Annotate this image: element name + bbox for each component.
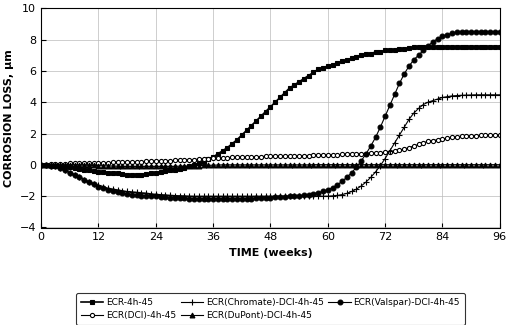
ECR(Chromate)-DCI-4h-45 bbox=[157, 193, 164, 197]
Line: ECR(Valspar)-DCI-4h-45: ECR(Valspar)-DCI-4h-45 bbox=[39, 29, 502, 201]
ECR(DCI)-4h-45 bbox=[157, 159, 164, 163]
ECR(Chromate)-DCI-4h-45 bbox=[38, 163, 44, 167]
ECR(Valspar)-DCI-4h-45 bbox=[272, 195, 278, 199]
Line: ECR(Chromate)-DCI-4h-45: ECR(Chromate)-DCI-4h-45 bbox=[38, 92, 502, 199]
ECR(DuPont)-DCI-4h-45 bbox=[57, 163, 63, 167]
ECR(DuPont)-DCI-4h-45 bbox=[167, 164, 173, 168]
ECR(Chromate)-DCI-4h-45 bbox=[473, 93, 479, 97]
ECR(Valspar)-DCI-4h-45 bbox=[52, 164, 58, 168]
ECR(Valspar)-DCI-4h-45 bbox=[306, 193, 312, 197]
ECR(Chromate)-DCI-4h-45 bbox=[397, 133, 403, 137]
ECR(DuPont)-DCI-4h-45 bbox=[119, 164, 125, 168]
ECR(Chromate)-DCI-4h-45 bbox=[306, 194, 312, 198]
ECR(Chromate)-DCI-4h-45 bbox=[52, 164, 58, 168]
ECR(DCI)-4h-45 bbox=[52, 162, 58, 166]
ECR(Chromate)-DCI-4h-45 bbox=[72, 173, 78, 177]
ECR(Valspar)-DCI-4h-45 bbox=[72, 173, 78, 177]
ECR-4h-45 bbox=[162, 169, 169, 173]
Y-axis label: CORROSION LOSS, µm: CORROSION LOSS, µm bbox=[4, 49, 14, 187]
ECR(Chromate)-DCI-4h-45 bbox=[497, 93, 503, 97]
ECR(DuPont)-DCI-4h-45 bbox=[310, 163, 316, 167]
ECR-4h-45 bbox=[272, 100, 278, 104]
ECR(Valspar)-DCI-4h-45 bbox=[186, 197, 192, 201]
ECR(DCI)-4h-45 bbox=[38, 163, 44, 167]
ECR-4h-45 bbox=[306, 73, 312, 77]
ECR(Valspar)-DCI-4h-45 bbox=[397, 82, 403, 85]
ECR-4h-45 bbox=[497, 46, 503, 49]
ECR-4h-45 bbox=[124, 173, 130, 176]
ECR(Chromate)-DCI-4h-45 bbox=[191, 194, 197, 198]
Line: ECR(DuPont)-DCI-4h-45: ECR(DuPont)-DCI-4h-45 bbox=[39, 162, 502, 169]
ECR(DCI)-4h-45 bbox=[391, 149, 398, 153]
ECR(DCI)-4h-45 bbox=[497, 133, 503, 137]
ECR-4h-45 bbox=[52, 163, 58, 167]
ECR(DCI)-4h-45 bbox=[487, 133, 493, 137]
ECR(DuPont)-DCI-4h-45 bbox=[277, 163, 283, 167]
ECR-4h-45 bbox=[411, 46, 417, 49]
ECR(Valspar)-DCI-4h-45 bbox=[497, 30, 503, 33]
ECR(DuPont)-DCI-4h-45 bbox=[76, 163, 82, 167]
ECR-4h-45 bbox=[38, 163, 44, 167]
ECR(DCI)-4h-45 bbox=[267, 154, 273, 158]
X-axis label: TIME (weeks): TIME (weeks) bbox=[228, 248, 312, 258]
Line: ECR-4h-45: ECR-4h-45 bbox=[39, 45, 502, 177]
ECR-4h-45 bbox=[397, 47, 403, 51]
ECR-4h-45 bbox=[72, 166, 78, 170]
ECR(DuPont)-DCI-4h-45 bbox=[38, 163, 44, 167]
ECR(Valspar)-DCI-4h-45 bbox=[38, 163, 44, 167]
ECR(DCI)-4h-45 bbox=[72, 161, 78, 165]
ECR(Valspar)-DCI-4h-45 bbox=[157, 195, 164, 199]
ECR(Chromate)-DCI-4h-45 bbox=[272, 194, 278, 198]
Line: ECR(DCI)-4h-45: ECR(DCI)-4h-45 bbox=[39, 133, 502, 167]
Legend: ECR-4h-45, ECR(DCI)-4h-45, ECR(Chromate)-DCI-4h-45, ECR(DuPont)-DCI-4h-45, ECR(V: ECR-4h-45, ECR(DCI)-4h-45, ECR(Chromate)… bbox=[76, 293, 464, 325]
ECR(DuPont)-DCI-4h-45 bbox=[401, 163, 407, 167]
ECR(DuPont)-DCI-4h-45 bbox=[497, 163, 503, 167]
ECR(Valspar)-DCI-4h-45 bbox=[463, 30, 470, 33]
ECR(DCI)-4h-45 bbox=[301, 154, 307, 158]
ECR(DuPont)-DCI-4h-45 bbox=[43, 163, 49, 167]
